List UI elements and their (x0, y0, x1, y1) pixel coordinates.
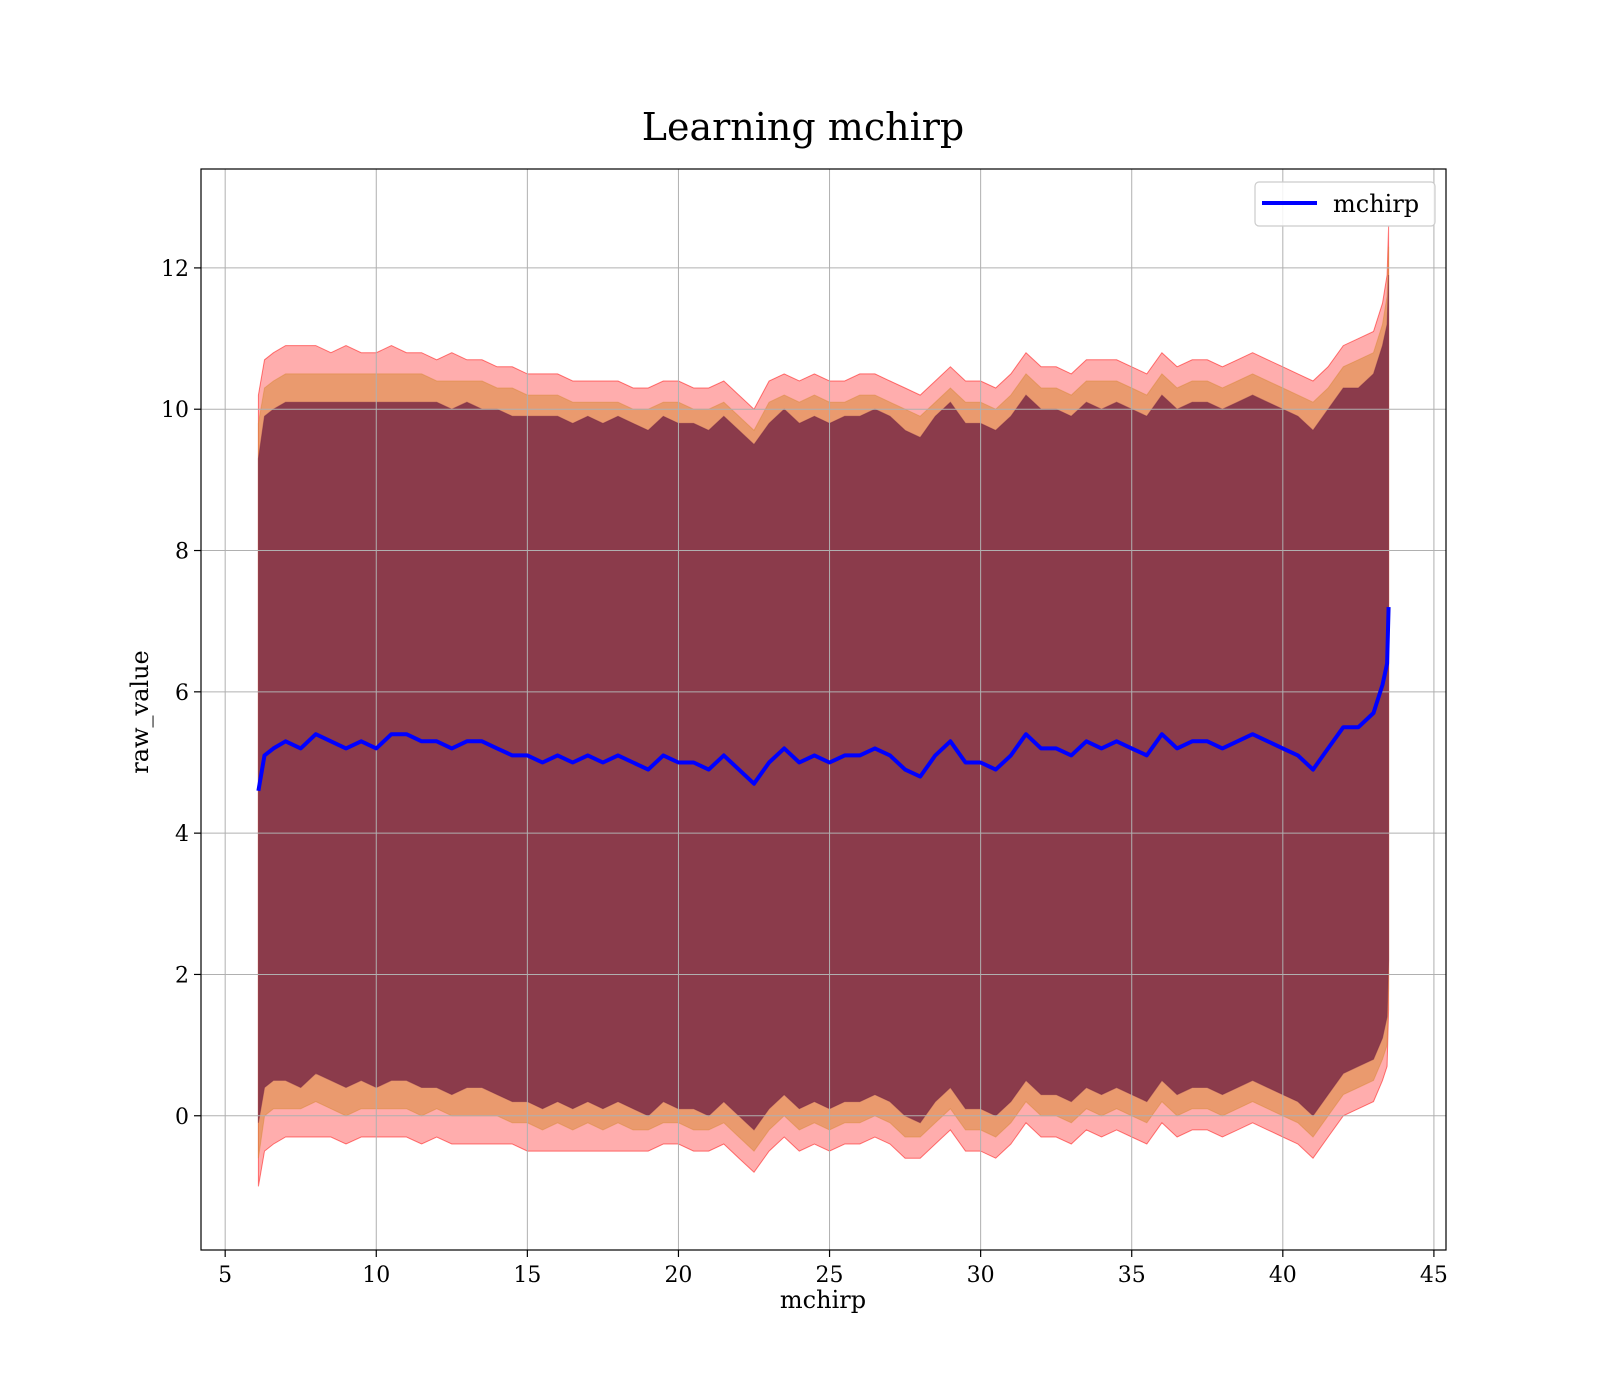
y-tick-label: 10 (161, 398, 189, 423)
y-tick-label: 6 (175, 681, 189, 706)
y-axis-label: raw_value (126, 650, 154, 774)
grid-lines (201, 169, 1446, 1250)
legend-label-mchirp: mchirp (1333, 190, 1419, 218)
y-axis-ticks: 0 2 4 6 8 10 12 (161, 257, 201, 1130)
legend-box (1254, 181, 1436, 227)
x-tick-label: 35 (1118, 1263, 1146, 1288)
y-tick-label: 12 (161, 257, 189, 282)
legend: mchirp (1254, 181, 1436, 227)
y-tick-label: 4 (175, 822, 189, 847)
confidence-bands (257, 225, 1390, 1187)
band-inner (257, 274, 1390, 1131)
y-tick-label: 2 (175, 963, 189, 988)
x-tick-label: 5 (218, 1263, 232, 1288)
series-line-mchirp (256, 607, 1391, 792)
y-tick-label: 8 (175, 540, 189, 565)
x-tick-label: 10 (362, 1263, 390, 1288)
x-axis-label: mchirp (780, 1286, 866, 1314)
x-tick-label: 40 (1269, 1263, 1297, 1288)
x-axis-ticks: 5 10 15 20 25 30 35 40 45 (218, 1250, 1448, 1288)
x-tick-label: 45 (1420, 1263, 1448, 1288)
x-tick-label: 30 (967, 1263, 995, 1288)
chart-title: Learning mchirp (642, 105, 964, 149)
y-tick-label: 0 (175, 1105, 189, 1130)
x-tick-label: 20 (664, 1263, 692, 1288)
x-tick-label: 15 (513, 1263, 541, 1288)
x-tick-label: 25 (816, 1263, 844, 1288)
plot-area (200, 168, 1447, 1251)
plot-frame (200, 168, 1447, 1251)
series-layer (256, 607, 1391, 792)
